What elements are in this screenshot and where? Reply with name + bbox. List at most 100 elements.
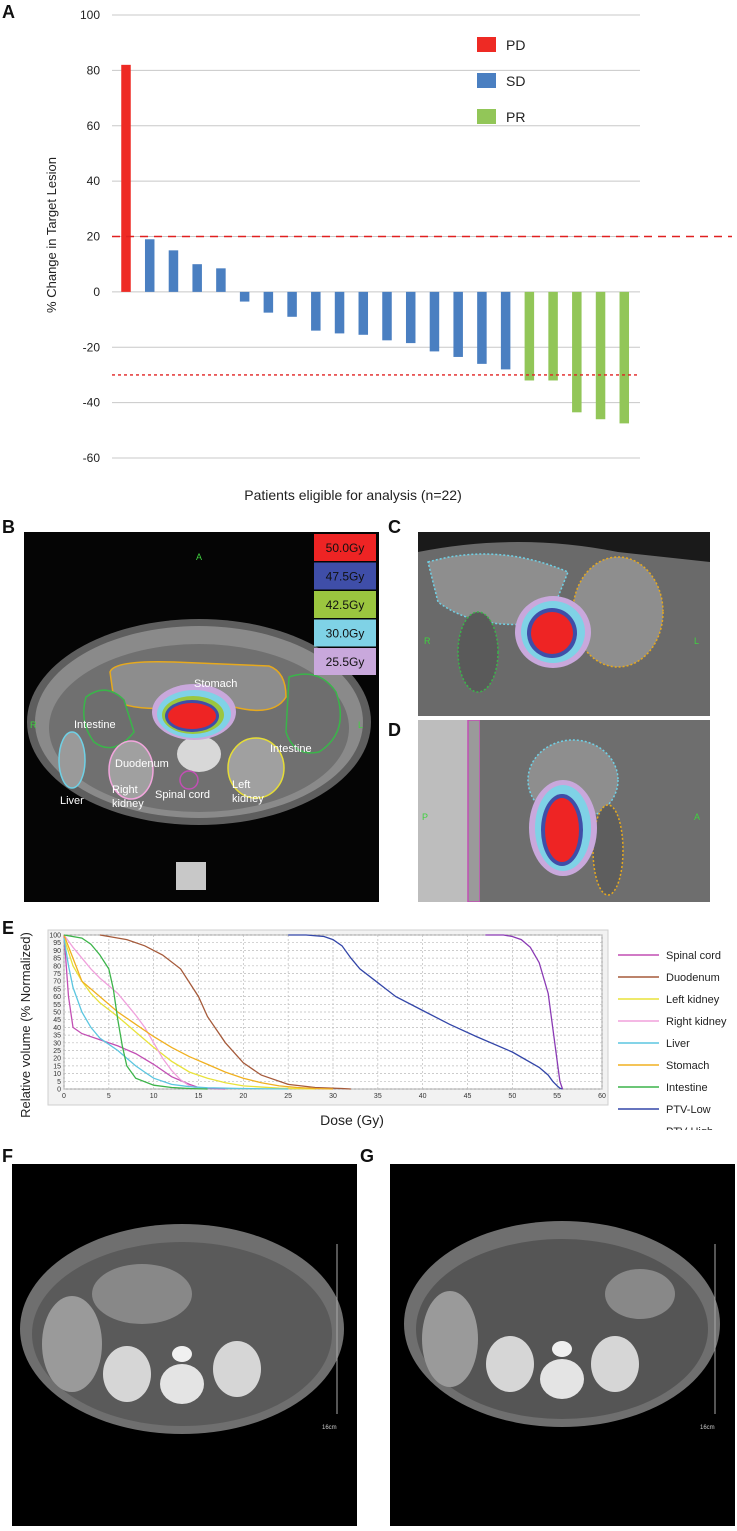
dose-legend-label: 50.0Gy [326, 541, 365, 555]
bar [619, 291, 630, 424]
label-intestine-right: Intestine [270, 743, 312, 755]
dose-legend-swatch [314, 534, 376, 561]
dose-legend-label: 47.5Gy [326, 570, 365, 584]
panel-label-g: G [360, 1146, 375, 1166]
dvh-line [63, 934, 208, 1090]
sagittal-dose-image: P A [418, 720, 710, 902]
legend-label: Liver [666, 1038, 690, 1050]
legend-label: PTV-High [666, 1126, 713, 1130]
label-duodenum: Duodenum [115, 758, 169, 770]
legend-label: Right kidney [666, 1016, 727, 1028]
dvh-chart: 0 5 10 15 20 25 30 35 40 45 50 55 600510152025303540… [18, 929, 727, 1130]
axial-dose-image: 50.0Gy 47.5Gy 42.5Gy 30.0Gy 25.5Gy A R L Sto… [24, 532, 379, 902]
bar [216, 268, 226, 292]
y-tick-label: 35 [53, 1033, 61, 1040]
legend-label: Stomach [666, 1060, 709, 1072]
bar [595, 291, 606, 420]
y-tick-label: 0 [57, 1087, 61, 1094]
y-tick-label: 85 [53, 956, 61, 963]
panel-label-b: B [2, 517, 15, 537]
bar [500, 291, 511, 370]
bar [477, 291, 487, 364]
dvh-legend: Spinal cord Duodenum Left kidney Right kidn… [618, 950, 727, 1130]
legend-label: PTV-Low [666, 1104, 711, 1116]
x-tick-label: 10 [150, 1093, 158, 1100]
legend-swatch [477, 73, 496, 88]
y-tick-label: 40 [53, 1025, 61, 1032]
y-tick-label: 15 [53, 1063, 61, 1070]
dose-legend-label: 25.5Gy [326, 655, 365, 669]
bar [192, 264, 202, 292]
orientation-posterior: P [422, 812, 428, 822]
orientation-left: L [358, 720, 363, 730]
bar [121, 64, 131, 292]
x-tick-label: 0 [62, 1093, 66, 1100]
x-axis-label: Patients eligible for analysis (n=22) [244, 487, 462, 503]
ct-scan-f: 16cm [12, 1164, 357, 1526]
y-tick-label: 55 [53, 1002, 61, 1009]
bar [524, 291, 535, 381]
x-tick-label: 5 [107, 1093, 111, 1100]
y-tick-label: -20 [83, 340, 101, 354]
coronal-dose-image: R L [418, 532, 710, 716]
dvh-line [485, 934, 564, 1090]
y-tick-label: 50 [53, 1010, 61, 1017]
legend-label: Left kidney [666, 994, 720, 1006]
y-tick-label: 75 [53, 971, 61, 978]
bar [263, 291, 274, 313]
dvh-line [99, 934, 351, 1090]
bar [168, 250, 179, 292]
panel-label-e: E [2, 918, 15, 938]
waterfall-chart: 100 80 60 40 20 0 -20 -40 -60 PD SD PR % Change in… [44, 8, 732, 503]
x-tick-label: 20 [239, 1093, 247, 1100]
bar [287, 291, 297, 317]
legend-label: Duodenum [666, 972, 720, 984]
dvh-line [288, 934, 563, 1090]
label-spinal-cord: Spinal cord [155, 789, 210, 801]
legend-label: PR [506, 109, 525, 125]
y-tick-label: 60 [87, 119, 101, 133]
y-tick-label: 70 [53, 979, 61, 986]
dose-legend-swatch [314, 562, 376, 590]
y-tick-label: 40 [87, 174, 101, 188]
y-tick-label: 100 [49, 933, 61, 940]
legend-label: Spinal cord [666, 950, 721, 962]
legend-swatch [477, 37, 496, 52]
bar [572, 291, 582, 413]
y-tick-label: 95 [53, 940, 61, 947]
label-right-kidney-2: kidney [112, 798, 144, 810]
bar [548, 291, 558, 381]
y-tick-label: 25 [53, 1048, 61, 1055]
y-tick-label: 45 [53, 1017, 61, 1024]
ct-scan-g: 16cm [390, 1164, 735, 1526]
bar [358, 291, 369, 335]
dose-legend-swatch [314, 591, 376, 618]
bar [429, 291, 440, 352]
bar [144, 239, 155, 292]
y-tick-label: 20 [87, 230, 101, 244]
scale-label: 16cm [322, 1425, 337, 1431]
y-axis-label: % Change in Target Lesion [44, 157, 59, 313]
threshold-lines [112, 235, 732, 376]
bar [334, 291, 345, 334]
x-tick-label: 35 [374, 1093, 382, 1100]
label-left-kidney-1: Left [232, 779, 250, 791]
y-tick-label: 10 [53, 1071, 61, 1078]
y-tick-label: 0 [93, 285, 100, 299]
x-tick-label: 45 [464, 1093, 472, 1100]
y-tick-label: 80 [87, 63, 101, 77]
y-tick-label: 80 [53, 963, 61, 970]
x-tick-label: 55 [553, 1093, 561, 1100]
dose-legend-swatch [314, 619, 376, 647]
y-axis-label: Relative volume (% Normalized) [18, 932, 33, 1118]
dose-legend-swatch [314, 648, 376, 675]
y-tick-label: 65 [53, 986, 61, 993]
dvh-gridlines [63, 934, 603, 1090]
panel-label-a: A [2, 2, 15, 22]
bar [382, 291, 392, 341]
orientation-anterior: A [196, 552, 202, 562]
label-liver: Liver [60, 795, 84, 807]
legend: PD SD PR [477, 37, 525, 125]
legend-label: Intestine [666, 1082, 708, 1094]
label-right-kidney-1: Right [112, 784, 138, 796]
